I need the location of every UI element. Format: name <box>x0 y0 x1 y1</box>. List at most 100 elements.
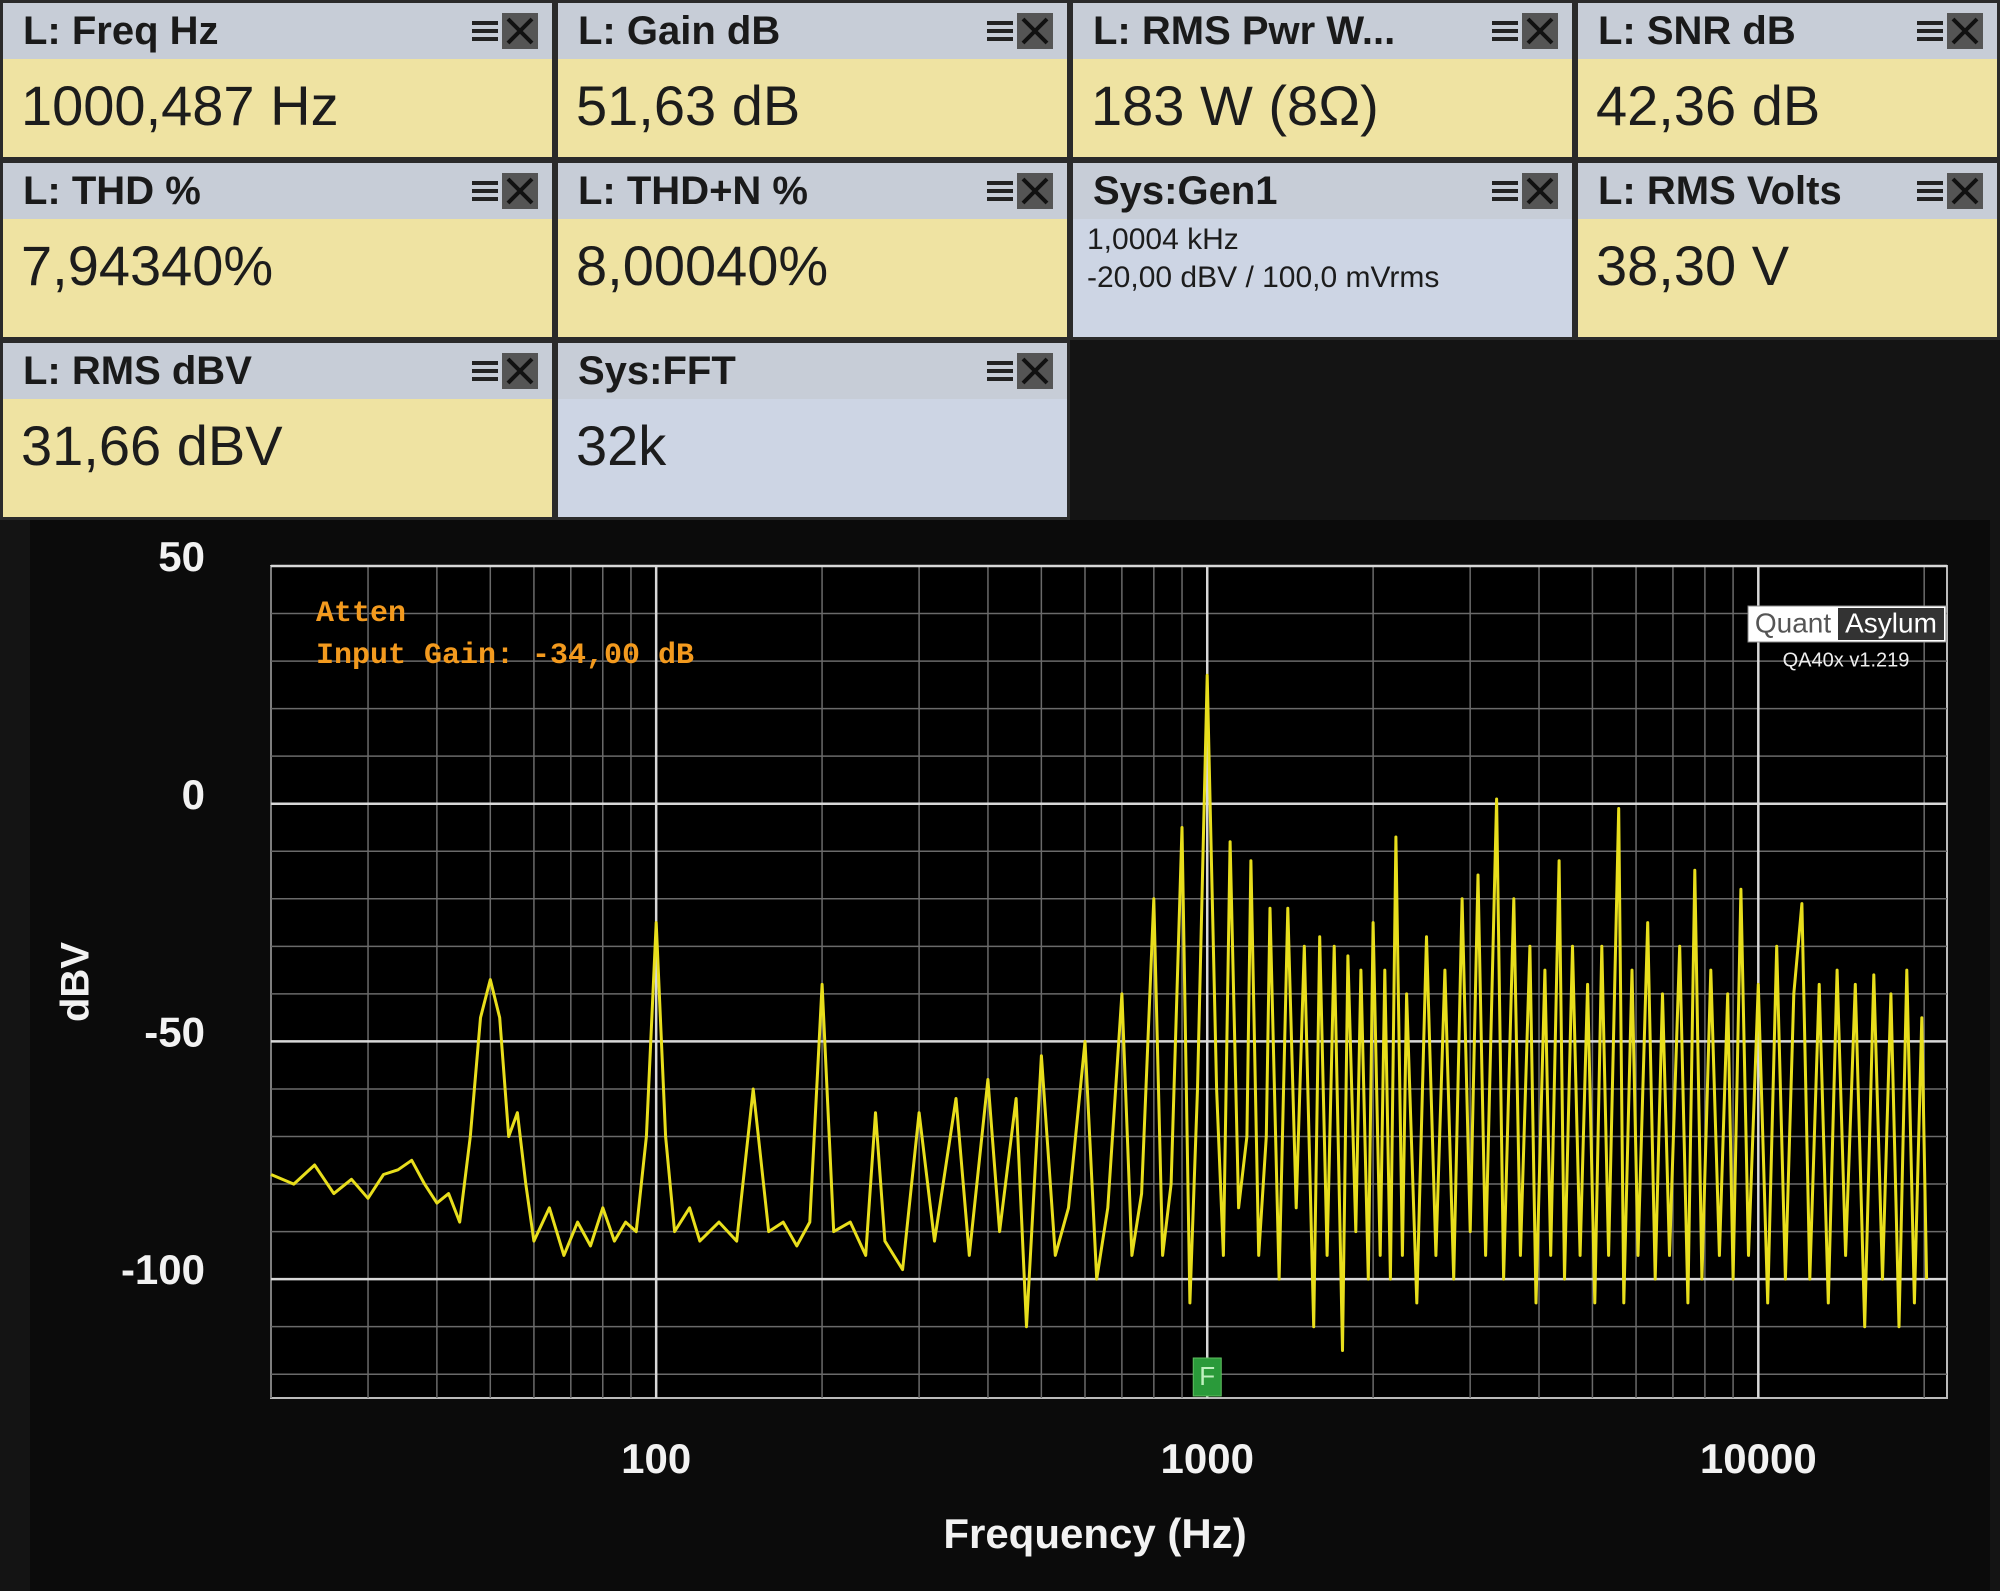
tile-icons <box>1915 171 1985 211</box>
tile-title: L: Gain dB <box>578 8 781 53</box>
tile-value: 8,00040% <box>576 234 829 297</box>
spectrum-trace <box>270 673 1929 1352</box>
measurement-tile: L: Freq Hz 1000,487 Hz <box>0 0 555 160</box>
close-button[interactable] <box>502 13 538 49</box>
x-tick-label: 100 <box>621 1435 691 1482</box>
close-button[interactable] <box>1017 173 1053 209</box>
measurement-tile: L: SNR dB 42,36 dB <box>1575 0 2000 160</box>
logo-box <box>1838 608 1944 640</box>
measurement-tile: L: RMS Volts 38,30 V <box>1575 160 2000 340</box>
tile-title-bar: L: Gain dB <box>558 3 1067 59</box>
tile-title-bar: L: SNR dB <box>1578 3 1997 59</box>
tile-title: L: SNR dB <box>1598 8 1796 53</box>
tile-icons <box>1492 173 1558 209</box>
tile-icons <box>1917 173 1983 209</box>
tile-title: L: THD+N % <box>578 168 808 213</box>
tile-title-bar: L: RMS Pwr W... <box>1073 3 1572 59</box>
menu-button[interactable] <box>472 21 498 41</box>
tile-icons <box>985 351 1055 391</box>
frequency-marker <box>1192 1357 1222 1397</box>
menu-button[interactable] <box>987 21 1013 41</box>
tile-title: L: Freq Hz <box>23 8 219 53</box>
tile-icons <box>472 13 538 49</box>
close-button[interactable] <box>1017 353 1053 389</box>
close-button[interactable] <box>1522 13 1558 49</box>
tile-value: 32k <box>576 414 667 477</box>
tile-value: 183 W (8Ω) <box>1091 74 1379 137</box>
tile-icons <box>987 353 1053 389</box>
close-button[interactable] <box>1947 13 1983 49</box>
plot-area <box>270 565 1948 1399</box>
tile-title-bar: L: RMS dBV <box>3 343 552 399</box>
tile-title-bar: L: RMS Volts <box>1578 163 1997 219</box>
close-button[interactable] <box>1522 173 1558 209</box>
tile-value: 7,94340% <box>21 234 274 297</box>
tile-icons <box>472 353 538 389</box>
close-button[interactable] <box>1017 13 1053 49</box>
measurement-tile: L: Gain dB 51,63 dB <box>555 0 1070 160</box>
tile-icons <box>987 173 1053 209</box>
tile-icons <box>987 13 1053 49</box>
measurement-tile: L: RMS dBV 31,66 dBV <box>0 340 555 520</box>
y-axis-label: dBV <box>54 942 98 1022</box>
marker-label: F <box>1199 1361 1215 1391</box>
menu-button[interactable] <box>1492 181 1518 201</box>
tile-line: -20,00 dBV / 100,0 mVrms <box>1087 261 1440 294</box>
menu-button[interactable] <box>1492 21 1518 41</box>
tile-title-bar: Sys:Gen1 <box>1073 163 1572 219</box>
menu-button[interactable] <box>472 361 498 381</box>
close-button[interactable] <box>502 353 538 389</box>
tile-icons <box>985 171 1055 211</box>
measurement-tile: Sys:FFT 32k <box>555 340 1070 520</box>
tile-title: Sys:Gen1 <box>1093 168 1278 213</box>
tile-value: 42,36 dB <box>1596 74 1821 137</box>
tile-value: 1000,487 Hz <box>21 74 339 137</box>
x-tick-label: 1000 <box>1161 1435 1254 1482</box>
tile-title-bar: Sys:FFT <box>558 343 1067 399</box>
measurement-tile: L: THD % 7,94340% <box>0 160 555 340</box>
menu-button[interactable] <box>1917 21 1943 41</box>
tile-icons <box>1490 11 1560 51</box>
tile-line: 1,0004 kHz <box>1087 223 1239 256</box>
tile-title-bar: L: Freq Hz <box>3 3 552 59</box>
logo-right: Asylum <box>1845 607 1937 638</box>
tile-icons <box>985 11 1055 51</box>
menu-button[interactable] <box>1917 181 1943 201</box>
annotation: Atten <box>316 597 406 631</box>
y-tick-label: 0 <box>182 771 205 818</box>
tile-title: L: THD % <box>23 168 201 213</box>
tile-title: L: RMS Pwr W... <box>1093 8 1396 53</box>
tile-icons <box>470 171 540 211</box>
tile-icons <box>1915 11 1985 51</box>
tile-title-bar: L: THD+N % <box>558 163 1067 219</box>
tile-icons <box>1492 13 1558 49</box>
y-tick-label: -100 <box>121 1246 205 1293</box>
tile-value: 51,63 dB <box>576 74 801 137</box>
version-label: QA40x v1.219 <box>1783 649 1910 671</box>
tile-title: L: RMS Volts <box>1598 168 1842 213</box>
close-button[interactable] <box>502 173 538 209</box>
measurement-tile: L: RMS Pwr W... 183 W (8Ω) <box>1070 0 1575 160</box>
menu-button[interactable] <box>987 361 1013 381</box>
measurement-tile: Sys:Gen1 1,0004 kHz -20,00 dBV / 100,0 mVr… <box>1070 160 1575 340</box>
close-button[interactable] <box>1947 173 1983 209</box>
tile-title-bar: L: THD % <box>3 163 552 219</box>
tile-icons <box>1490 171 1560 211</box>
measurement-tile: L: THD+N % 8,00040% <box>555 160 1070 340</box>
menu-button[interactable] <box>987 181 1013 201</box>
tile-icons <box>1917 13 1983 49</box>
y-tick-label: 50 <box>158 533 205 580</box>
tile-title: L: RMS dBV <box>23 348 252 393</box>
y-tick-label: -50 <box>144 1009 205 1056</box>
tile-icons <box>470 11 540 51</box>
tile-value: 38,30 V <box>1596 234 1790 297</box>
tile-icons <box>470 351 540 391</box>
tile-value: 31,66 dBV <box>21 414 283 477</box>
tile-icons <box>472 173 538 209</box>
tile-title: Sys:FFT <box>578 348 736 393</box>
x-tick-label: 10000 <box>1700 1435 1817 1482</box>
logo-left: Quant <box>1755 607 1831 638</box>
menu-button[interactable] <box>472 181 498 201</box>
